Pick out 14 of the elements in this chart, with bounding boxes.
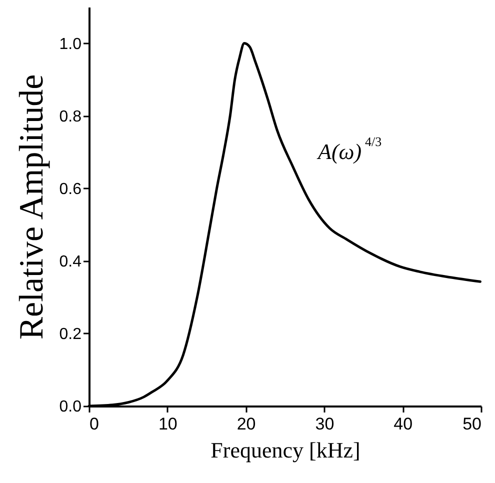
y-tick-label: 1.0 (59, 36, 82, 53)
y-tick-label: 0.8 (59, 108, 82, 126)
y-tick-label: 0.0 (59, 398, 82, 416)
x-tick-label: 30 (315, 414, 334, 434)
x-tick-label: 10 (158, 414, 178, 434)
x-axis-title: Frequency [kHz] (210, 438, 360, 462)
x-tick-label: 50 (462, 414, 482, 434)
y-tick-label: 0.6 (59, 180, 82, 198)
y-axis-title: Relative Amplitude (13, 74, 50, 340)
y-tick-label: 0.4 (59, 253, 82, 270)
y-tick-label: 0.2 (59, 326, 82, 343)
x-tick-label: 0 (90, 414, 99, 434)
x-tick-label: 40 (394, 414, 413, 434)
x-tick-label: 20 (236, 414, 256, 434)
